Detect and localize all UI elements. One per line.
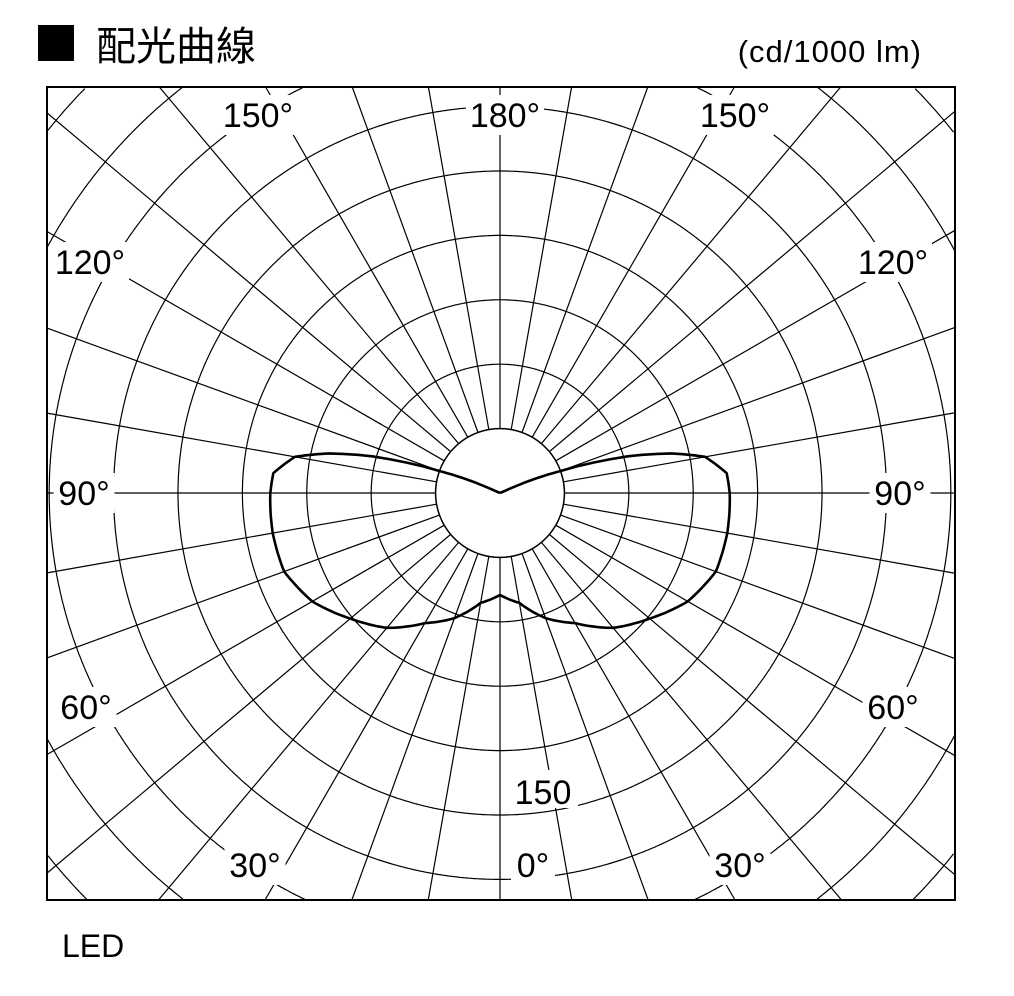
grid-spoke — [158, 86, 460, 445]
distribution-curve-group — [268, 452, 732, 630]
angle-label-top-right: 150° — [700, 97, 770, 135]
grid-spoke — [265, 86, 469, 438]
angle-label-bottom-right: 30° — [714, 847, 765, 885]
angle-label-bottom-left: 30° — [229, 847, 280, 885]
grid-spoke — [46, 412, 437, 483]
grid-spoke — [46, 503, 437, 574]
black-square-icon — [38, 25, 74, 61]
chart-title: 配光曲線 — [38, 14, 256, 72]
grid-spoke — [540, 541, 842, 901]
label-bg — [219, 95, 297, 135]
grid-spoke — [560, 326, 956, 472]
grid-spoke — [563, 503, 956, 574]
grid-spoke — [548, 533, 956, 876]
grid-spoke — [563, 412, 956, 483]
grid-spoke — [548, 110, 956, 453]
grid-spoke — [158, 541, 460, 901]
distribution-curve — [268, 452, 732, 630]
radial-scale-label: 150 — [515, 774, 572, 812]
grid-spoke — [427, 556, 490, 901]
label-bg — [854, 242, 932, 282]
footer-label: LED — [62, 928, 125, 964]
grid-spoke — [521, 553, 649, 901]
angle-label-bottom: 0° — [517, 847, 550, 885]
grid-spoke — [531, 548, 736, 901]
angle-label-right: 90° — [874, 475, 925, 513]
angle-label-upper-left: 120° — [55, 244, 125, 282]
angle-label-top-left: 150° — [223, 97, 293, 135]
chart-frame — [46, 86, 956, 901]
label-bg — [53, 473, 115, 513]
grid-ring — [47, 88, 955, 900]
label-bg — [862, 687, 924, 727]
grid-spoke — [46, 327, 440, 472]
grid-spoke — [521, 86, 649, 433]
grid-spoke — [540, 86, 842, 445]
unit-label: (cd/1000 lm) — [737, 34, 922, 69]
grid-spoke — [560, 514, 956, 660]
grid-spoke — [46, 533, 452, 874]
label-bg — [55, 687, 117, 727]
label-bg — [511, 845, 555, 885]
grid-spoke — [427, 86, 490, 430]
angle-label-top: 180° — [470, 97, 540, 135]
angle-label-lower-right: 60° — [867, 689, 918, 727]
label-bg — [508, 770, 578, 808]
label-bg — [466, 95, 544, 135]
angle-label-left: 90° — [58, 475, 109, 513]
label-bg — [869, 473, 931, 513]
title-text: 配光曲線 — [96, 24, 256, 70]
grid-spoke — [531, 86, 735, 438]
label-bg — [51, 242, 129, 282]
label-bg — [709, 845, 771, 885]
label-bg — [224, 845, 286, 885]
label-bg — [696, 95, 774, 135]
grid-spoke — [264, 548, 469, 901]
grid-spoke — [46, 514, 440, 659]
grid-spoke — [46, 112, 452, 453]
angle-label-upper-right: 120° — [858, 244, 928, 282]
grid-spoke — [351, 553, 479, 901]
grid-spoke — [510, 556, 573, 901]
angle-label-lower-left: 60° — [60, 689, 111, 727]
grid-spoke — [351, 86, 479, 433]
grid-spoke — [510, 86, 573, 430]
